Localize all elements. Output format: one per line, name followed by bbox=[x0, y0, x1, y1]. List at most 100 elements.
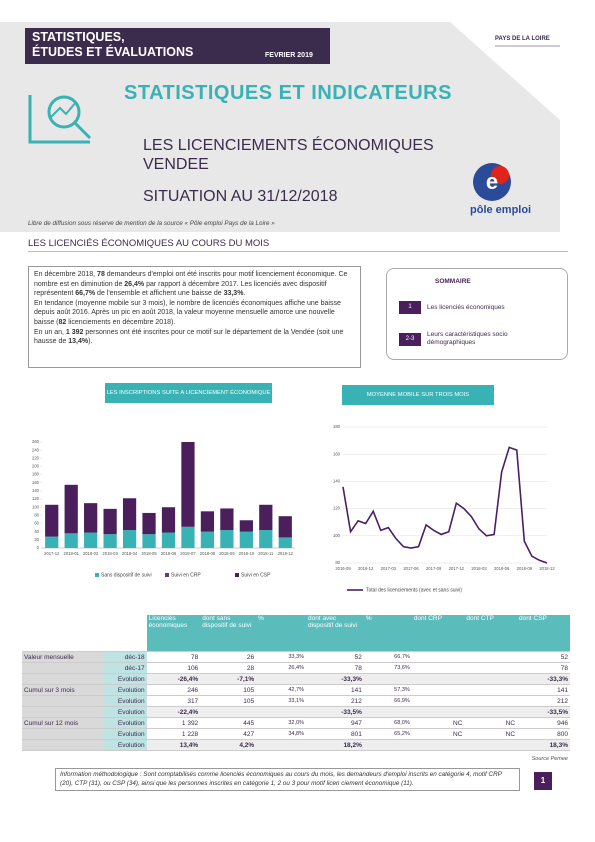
y-tick-label: 120 bbox=[333, 506, 341, 511]
table-cell: 212 bbox=[517, 695, 570, 707]
x-tick-label: 2018-06 bbox=[494, 566, 510, 571]
row-label: déc-17 bbox=[103, 662, 147, 674]
line-chart: 80 100 120 140 160 180 2016-09 2016-12 2017-03 20… bbox=[333, 424, 555, 593]
bar-segment bbox=[103, 534, 117, 548]
table-cell bbox=[464, 651, 518, 663]
bar-segment bbox=[220, 530, 234, 548]
table-row: Valeur mensuelle déc-18 78 26 33,3% 52 66,7% 52 bbox=[22, 651, 570, 663]
x-tick-label: 2018-03 bbox=[102, 551, 118, 556]
table-cell: 32,0% bbox=[256, 717, 306, 729]
summary-figure: 82 bbox=[58, 318, 67, 326]
table-cell: 66,7% bbox=[363, 651, 412, 663]
table-header-cell: dont CRP bbox=[411, 615, 465, 652]
table-header-cell: dont sans dispositif de suivi bbox=[200, 615, 257, 652]
table-cell bbox=[464, 684, 518, 696]
table-cell: 141 bbox=[305, 684, 364, 696]
table-cell bbox=[464, 706, 518, 718]
row-label: Cumul sur 3 mois bbox=[22, 684, 104, 696]
table-cell bbox=[256, 706, 306, 718]
sommaire-box: SOMMAIRE 1 Les licenciés économiques 2-3… bbox=[386, 268, 568, 360]
logo-dot bbox=[491, 166, 509, 184]
table-cell bbox=[464, 739, 518, 751]
table-header-cell: dont CSP bbox=[517, 615, 570, 652]
table-cell: 18,3% bbox=[517, 739, 570, 751]
x-tick-label: 2018-12 bbox=[278, 551, 294, 556]
table-cell: 78 bbox=[305, 662, 364, 674]
table-header-row: Licenciés économiques dont sans dispositi… bbox=[22, 615, 570, 652]
summary-text: . bbox=[243, 290, 246, 298]
row-label: Evolution bbox=[103, 695, 147, 707]
bar-segment bbox=[84, 503, 98, 533]
summary-text: licenciements en décembre 2018). bbox=[66, 318, 176, 326]
report-title-line: VENDEE bbox=[143, 156, 209, 173]
line-series bbox=[342, 446, 548, 564]
y-tick-label: 80 bbox=[34, 512, 39, 517]
x-tick-label: 2018-04 bbox=[122, 551, 138, 556]
table-cell: 26,4% bbox=[256, 662, 306, 674]
row-label bbox=[22, 662, 104, 674]
table-header-cell bbox=[22, 615, 104, 652]
main-title: STATISTIQUES ET INDICATEURS bbox=[124, 82, 452, 104]
table-cell: NC bbox=[411, 717, 465, 729]
table-cell bbox=[464, 695, 518, 707]
row-label: Cumul sur 12 mois bbox=[22, 717, 104, 729]
bar-segment bbox=[45, 536, 59, 548]
row-label: Evolution bbox=[103, 717, 147, 729]
x-tick-label: 2018-09 bbox=[219, 551, 235, 556]
table-cell bbox=[256, 739, 306, 751]
table-cell bbox=[363, 739, 412, 751]
bar-segment bbox=[239, 520, 253, 532]
table-cell bbox=[411, 695, 465, 707]
summary-paragraph: En décembre 2018, 78 demandeurs d'emploi… bbox=[34, 270, 355, 299]
bar-segment bbox=[103, 508, 117, 535]
row-label: Evolution bbox=[103, 684, 147, 696]
summary-text: par rapport à décembre 2017. Les licenci… bbox=[34, 280, 327, 298]
table-cell: 57,3% bbox=[363, 684, 412, 696]
table-cell: 141 bbox=[517, 684, 570, 696]
table-cell: 246 bbox=[146, 684, 201, 696]
table-cell: 68,0% bbox=[363, 717, 412, 729]
table-cell: 78 bbox=[146, 651, 201, 663]
sommaire-num: 1 bbox=[399, 301, 421, 314]
summary-text: de l'ensemble et affichent une baisse de bbox=[95, 290, 224, 298]
row-label bbox=[22, 739, 104, 751]
table-cell: 427 bbox=[200, 728, 257, 740]
table-row: Cumul sur 12 mois Evolution 1 392 445 32,0% 9… bbox=[22, 717, 570, 729]
y-tick-label: 220 bbox=[32, 455, 40, 460]
header-band bbox=[25, 28, 330, 64]
row-label bbox=[22, 728, 104, 740]
table-cell: 26 bbox=[200, 651, 257, 663]
row-label: Evolution bbox=[103, 706, 147, 718]
region: PAYS DE LA LOIRE bbox=[495, 36, 550, 42]
y-tick-label: 140 bbox=[32, 488, 40, 493]
table-cell bbox=[411, 673, 465, 685]
legend-label: Suivi en CSP bbox=[241, 572, 271, 578]
bar-segment bbox=[278, 537, 292, 548]
table-row: Evolution 13,4% 4,2% 18,2% 18,3% bbox=[22, 739, 570, 751]
footer-note: Information méthodologique : Sont compta… bbox=[55, 768, 520, 791]
table-cell bbox=[411, 706, 465, 718]
table-cell bbox=[411, 651, 465, 663]
table-cell: 106 bbox=[146, 662, 201, 674]
x-tick-label: 2017-03 bbox=[381, 566, 397, 571]
table-row: Evolution -26,4% -7,1% -33,3% -33,3% bbox=[22, 673, 570, 685]
bar-segment bbox=[84, 532, 98, 548]
table-cell bbox=[200, 706, 257, 718]
bar-segment bbox=[142, 512, 156, 535]
table-cell: -33,3% bbox=[517, 673, 570, 685]
bar-segment bbox=[200, 531, 215, 548]
summary-text: En un an, bbox=[34, 328, 66, 336]
bar-segment bbox=[181, 442, 195, 527]
x-tick-label: 2017-12 bbox=[44, 551, 60, 556]
table-cell: -33,3% bbox=[305, 673, 364, 685]
x-tick-label: 2018-10 bbox=[239, 551, 255, 556]
table-row: Evolution -22,4% -33,5% -33,5% bbox=[22, 706, 570, 718]
y-tick-label: 40 bbox=[34, 529, 39, 534]
table-header-cell: dont CTP bbox=[464, 615, 518, 652]
summary-figure: 33,3% bbox=[223, 290, 244, 298]
summary-figure: 1 392 bbox=[65, 328, 84, 336]
table-cell: 800 bbox=[517, 728, 570, 740]
bar-segment bbox=[161, 532, 176, 548]
summary-text: personnes ont été inscrites pour ce moti… bbox=[34, 328, 344, 346]
summary-figure: 78 bbox=[97, 271, 105, 278]
